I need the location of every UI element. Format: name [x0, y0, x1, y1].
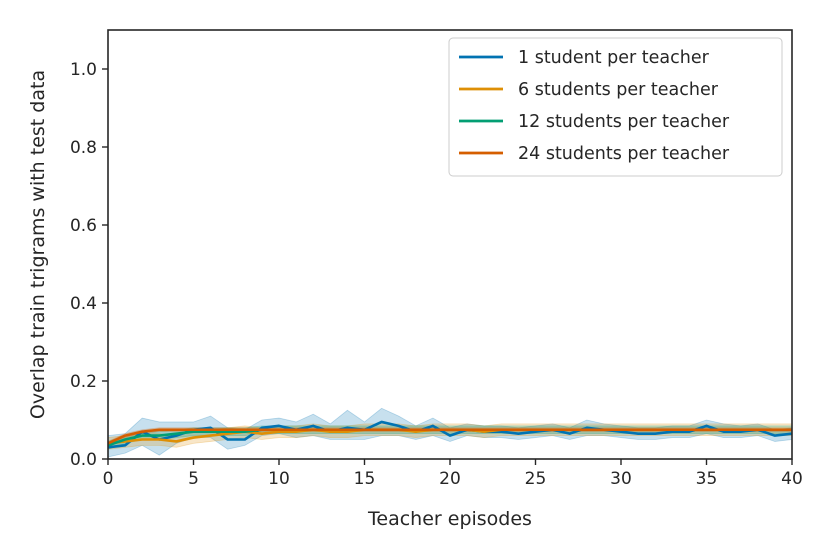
x-axis-ticks: 0 5 10 15 20 25 30 35 40 — [103, 459, 803, 489]
legend-entry-label: 12 students per teacher — [518, 112, 730, 132]
line-series-4 — [107, 428, 792, 445]
y-tick-label: 0.4 — [70, 294, 97, 314]
x-tick-label: 5 — [188, 469, 199, 489]
y-tick-label: 0.0 — [70, 450, 97, 470]
y-tick-label: 0.2 — [70, 372, 97, 392]
x-tick-label: 25 — [525, 469, 547, 489]
legend-box — [448, 37, 783, 177]
x-axis-label: Teacher episodes — [367, 508, 532, 530]
y-axis-label: Overlap train trigrams with test data — [27, 70, 49, 419]
y-tick-label: 0.8 — [70, 138, 97, 158]
x-tick-label: 15 — [354, 469, 376, 489]
series-lines — [107, 420, 793, 449]
legend-entry-label: 6 students per teacher — [518, 80, 719, 100]
legend: 1 student per teacher 6 students per teac… — [448, 37, 783, 177]
x-tick-label: 35 — [696, 469, 718, 489]
x-tick-label: 0 — [103, 469, 114, 489]
y-tick-label: 1.0 — [70, 60, 97, 80]
x-tick-label: 40 — [781, 469, 803, 489]
x-tick-label: 10 — [268, 469, 290, 489]
x-tick-label: 30 — [610, 469, 632, 489]
x-tick-label: 20 — [439, 469, 461, 489]
y-tick-label: 0.6 — [70, 216, 97, 236]
legend-entry-label: 24 students per teacher — [518, 144, 730, 164]
y-axis-ticks: 0.0 0.2 0.4 0.6 0.8 1.0 — [70, 60, 108, 470]
legend-entry-label: 1 student per teacher — [518, 48, 710, 68]
